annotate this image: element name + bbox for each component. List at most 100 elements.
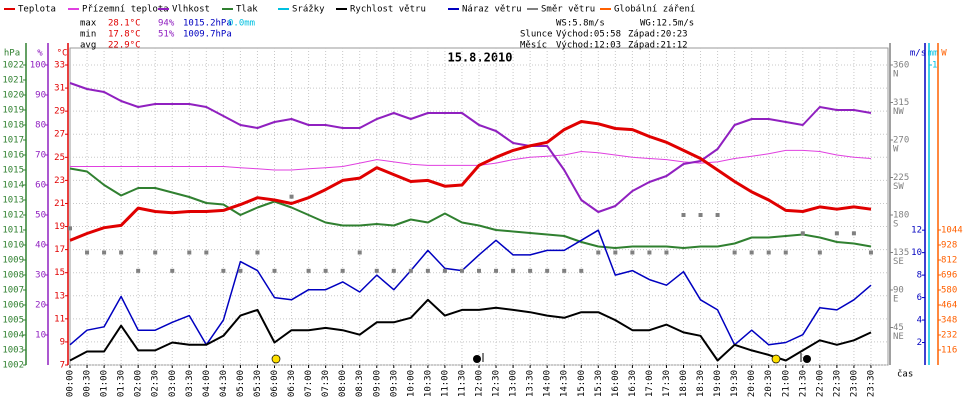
- axis-tick-sublabel: S: [893, 220, 898, 230]
- info-text: Západ:20:23: [628, 30, 688, 40]
- axis-tick-label: 1018: [2, 121, 24, 131]
- axis-tick-label: 1003: [2, 346, 24, 356]
- direction-marker: [391, 268, 396, 273]
- series-line: [69, 82, 872, 213]
- series-line: [69, 298, 872, 362]
- axis-tick-label: 928: [941, 241, 957, 251]
- direction-marker: [613, 250, 618, 255]
- axis-tick-label: 812: [941, 256, 957, 266]
- x-tick-label: 21:00: [781, 370, 791, 397]
- direction-marker: [170, 268, 175, 273]
- axis-tick-label: 1020: [2, 91, 24, 101]
- axis-tick-label: 90: [35, 91, 46, 101]
- x-tick-label: 11:30: [457, 370, 467, 397]
- axis-tick-sublabel: N: [893, 70, 898, 80]
- axis-tick-sublabel: SE: [893, 257, 904, 267]
- x-tick-label: 15:30: [594, 370, 604, 397]
- axis-tick-label: 116: [941, 346, 957, 356]
- axis-tick-label: 315: [893, 98, 909, 108]
- x-tick-label: 19:00: [713, 370, 723, 397]
- axis-tick-label: 10: [35, 331, 46, 341]
- info-text: Východ:05:58: [556, 30, 621, 40]
- axis-tick-label: 1019: [2, 106, 24, 116]
- x-tick-label: 04:30: [219, 370, 229, 397]
- direction-marker: [630, 250, 635, 255]
- axis-tick-label: 270: [893, 136, 909, 146]
- legend-label: Náraz větru: [462, 5, 522, 15]
- x-tick-label: 02:00: [134, 370, 144, 397]
- axis-tick-label: 464: [941, 301, 957, 311]
- info-text: Západ:21:12: [628, 41, 688, 51]
- direction-marker: [494, 268, 499, 273]
- axis-tick-label: 9: [60, 337, 65, 347]
- axis-tick-label: 90: [893, 286, 904, 296]
- legend-label: Tlak: [236, 5, 258, 15]
- direction-marker: [851, 231, 856, 236]
- x-tick-label: 02:30: [151, 370, 161, 397]
- x-tick-label: 11:00: [440, 370, 450, 397]
- direction-marker: [323, 268, 328, 273]
- axis-title: °C: [57, 49, 68, 59]
- x-tick-label: 09:00: [372, 370, 382, 397]
- axis-tick-label: 100: [30, 61, 46, 71]
- x-tick-label: 08:30: [355, 370, 365, 397]
- legend-label: Globální záření: [614, 5, 695, 15]
- info-text: Měsíc: [520, 41, 547, 51]
- axis-tick-label: 2: [917, 338, 922, 348]
- x-tick-label: 10:00: [406, 370, 416, 397]
- axis-title: W: [941, 49, 947, 59]
- direction-marker: [85, 250, 90, 255]
- x-tick-label: 23:00: [849, 370, 859, 397]
- direction-marker: [715, 213, 720, 217]
- direction-marker: [511, 268, 516, 273]
- direction-marker: [647, 250, 652, 255]
- x-tick-label: 21:30: [798, 370, 808, 397]
- direction-marker: [221, 268, 226, 273]
- sunset-icon: [771, 354, 781, 364]
- direction-marker: [579, 268, 584, 273]
- direction-marker: [834, 231, 839, 236]
- direction-marker: [800, 231, 805, 236]
- axis-tick-label: 1004: [2, 331, 24, 341]
- stat-text: max: [80, 19, 97, 29]
- x-tick-label: 01:00: [100, 370, 110, 397]
- x-tick-label: 16:30: [628, 370, 638, 397]
- axis-tick-label: 1017: [2, 136, 24, 146]
- axis-tick-label: 60: [35, 181, 46, 191]
- direction-marker: [749, 250, 754, 255]
- direction-marker: [681, 213, 686, 217]
- axis-tick-label: 360: [893, 61, 909, 71]
- axis-tick-label: 1012: [2, 211, 24, 221]
- x-tick-label: 07:30: [321, 370, 331, 397]
- axis-tick-label: 30: [35, 271, 46, 281]
- axis-tick-label: 1015: [2, 166, 24, 176]
- axis-tick-label: 17: [54, 245, 65, 255]
- axis-tick-label: 15: [54, 268, 65, 278]
- direction-marker: [187, 250, 192, 255]
- direction-marker: [272, 268, 277, 273]
- x-tick-label: 01:30: [117, 370, 127, 397]
- x-tick-label: 03:30: [185, 370, 195, 397]
- direction-marker: [306, 268, 311, 273]
- axis-tick-label: 25: [54, 153, 65, 163]
- axis-tick-label: 21: [54, 199, 65, 209]
- x-tick-label: 06:00: [270, 370, 280, 397]
- series-line: [69, 167, 872, 249]
- direction-marker: [357, 250, 362, 255]
- series-line: [69, 120, 872, 242]
- x-tick-label: 15:00: [577, 370, 587, 397]
- moonset-icon: [803, 355, 811, 363]
- axis-tick-label: 6: [917, 293, 922, 303]
- legend-label: Přízemní teplota: [82, 5, 169, 15]
- x-tick-label: 18:00: [679, 370, 689, 397]
- direction-marker: [562, 268, 567, 273]
- x-tick-label: 17:00: [645, 370, 655, 397]
- axis-tick-label: 1044: [941, 226, 963, 236]
- axis-tick-label: 19: [54, 222, 65, 232]
- x-tick-label: 10:30: [423, 370, 433, 397]
- x-tick-label: 13:30: [526, 370, 536, 397]
- direction-marker: [528, 268, 533, 273]
- direction-marker: [698, 213, 703, 217]
- sunrise-icon: [271, 354, 281, 364]
- stat-text: min: [80, 30, 96, 40]
